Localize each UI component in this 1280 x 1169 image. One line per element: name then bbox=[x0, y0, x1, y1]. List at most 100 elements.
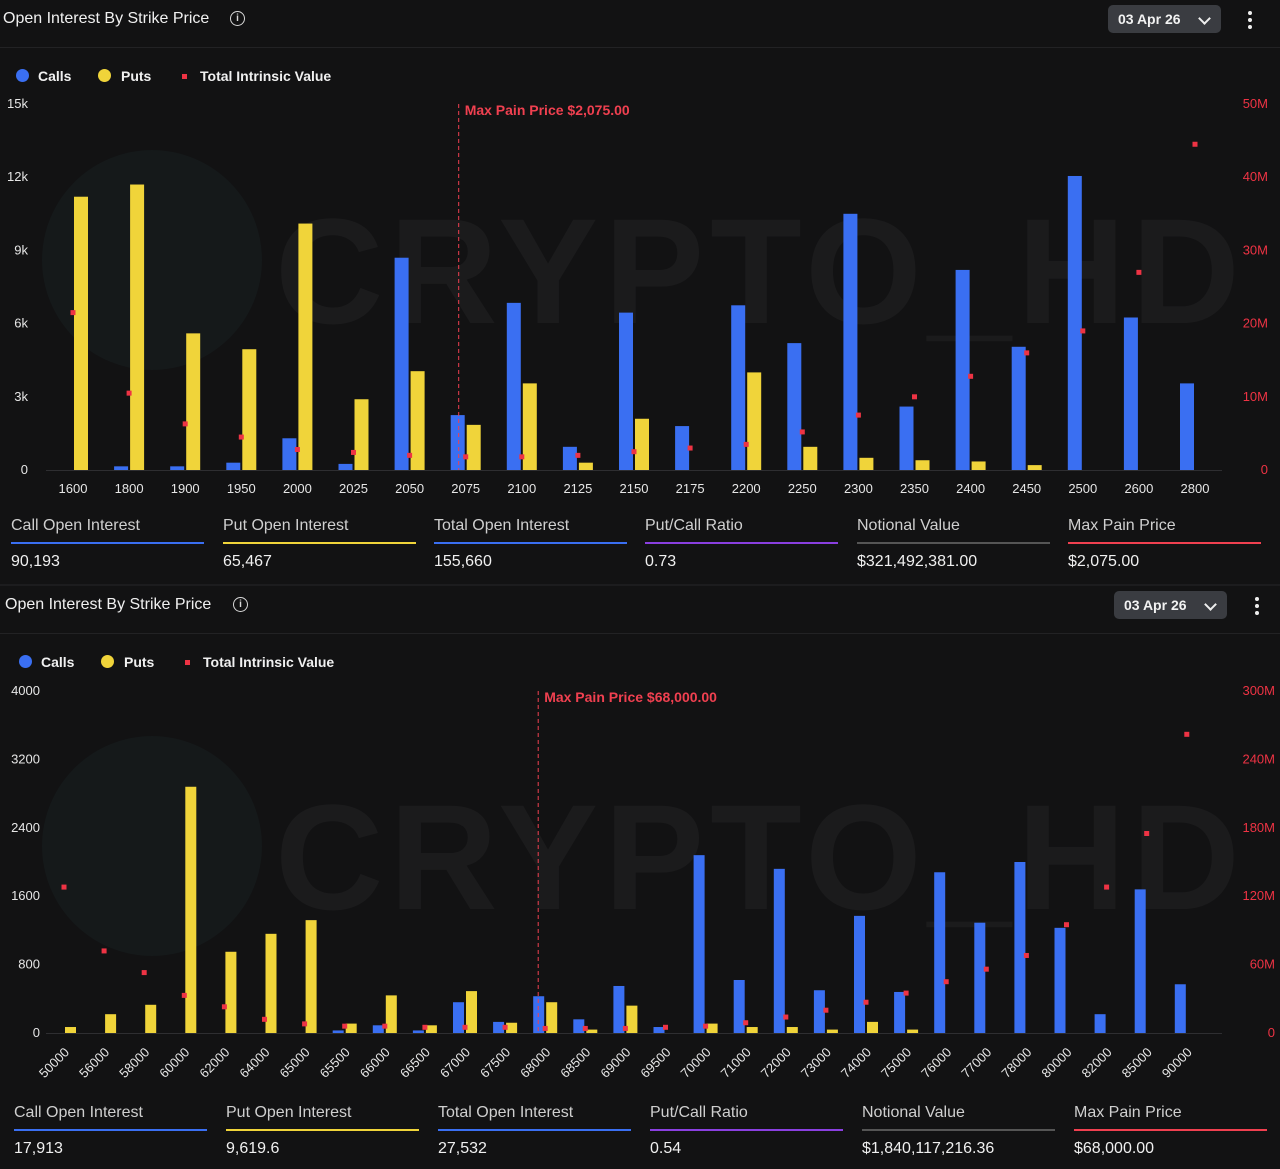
x-tick-label: 1950 bbox=[227, 481, 256, 496]
stat-value: 90,193 bbox=[11, 553, 60, 570]
stat-label: Put/Call Ratio bbox=[645, 517, 743, 534]
date-select[interactable]: 03 Apr 26 bbox=[1108, 5, 1221, 33]
x-tick-label: 65000 bbox=[277, 1045, 313, 1081]
x-tick-label: 2500 bbox=[1068, 481, 1097, 496]
legend-calls-dot bbox=[16, 69, 29, 82]
intrinsic-value-point bbox=[823, 1007, 829, 1013]
stat-value: $2,075.00 bbox=[1068, 553, 1140, 570]
legend-intrinsic-label: Total Intrinsic Value bbox=[203, 654, 335, 670]
intrinsic-value-point bbox=[1136, 269, 1142, 275]
x-tick-label: 74000 bbox=[838, 1045, 874, 1081]
intrinsic-value-point bbox=[783, 1014, 789, 1020]
puts-bar bbox=[466, 991, 477, 1033]
stat-value: 155,660 bbox=[434, 553, 492, 570]
stat-notional-value: Notional Value $321,492,381.00 bbox=[857, 517, 1050, 573]
puts-bar bbox=[105, 1014, 117, 1033]
oi-panel-btc: CRYPTO_HD Open Interest By Strike Price … bbox=[0, 586, 1280, 1169]
puts-bar bbox=[907, 1029, 919, 1033]
oi-panel-eth: CRYPTO_HD Open Interest By Strike Price … bbox=[0, 0, 1280, 584]
intrinsic-value-point bbox=[855, 412, 861, 418]
calls-bar bbox=[493, 1021, 505, 1033]
oi-chart: 0 800 1600 2400 3200 4000 0 60M 120M 180M 240M 300M… bbox=[11, 683, 1275, 1081]
intrinsic-value-point bbox=[126, 390, 132, 396]
puts-bar bbox=[522, 383, 537, 470]
puts-bar bbox=[298, 223, 313, 470]
stat-label: Put/Call Ratio bbox=[650, 1104, 748, 1121]
intrinsic-value-point bbox=[799, 429, 805, 435]
puts-bar bbox=[185, 786, 197, 1033]
puts-bar bbox=[586, 1029, 598, 1033]
intrinsic-value-point bbox=[262, 1016, 267, 1022]
calls-bar bbox=[613, 985, 625, 1033]
x-tick-label: 1900 bbox=[171, 481, 200, 496]
calls-bar bbox=[733, 979, 745, 1033]
calls-bar bbox=[843, 213, 858, 471]
y-right-tick-label: 10M bbox=[1243, 389, 1268, 404]
y-right-tick-label: 240M bbox=[1242, 751, 1275, 766]
stat-label: Max Pain Price bbox=[1068, 517, 1176, 534]
intrinsic-value-point bbox=[1144, 831, 1150, 836]
x-tick-label: 2100 bbox=[507, 481, 536, 496]
intrinsic-value-point bbox=[1192, 141, 1198, 147]
stat-label: Put Open Interest bbox=[226, 1104, 352, 1121]
x-tick-label: 1800 bbox=[115, 481, 144, 496]
stat-label: Max Pain Price bbox=[1074, 1104, 1182, 1121]
puts-bar bbox=[130, 184, 145, 470]
calls-bar bbox=[412, 1030, 424, 1033]
x-tick-label: 2125 bbox=[563, 481, 592, 496]
puts-bar bbox=[626, 1005, 638, 1033]
intrinsic-value-point bbox=[181, 992, 187, 998]
intrinsic-value-point bbox=[663, 1024, 668, 1030]
intrinsic-value-point bbox=[863, 999, 869, 1005]
x-tick-label: 70000 bbox=[678, 1045, 714, 1081]
puts-bar bbox=[971, 461, 986, 470]
calls-bar bbox=[1134, 889, 1146, 1033]
date-select-label: 03 Apr 26 bbox=[1118, 11, 1181, 27]
calls-bar bbox=[1123, 317, 1138, 470]
x-tick-label: 2050 bbox=[395, 481, 424, 496]
more-options-icon[interactable] bbox=[1254, 597, 1260, 617]
y-right-tick-label: 180M bbox=[1242, 820, 1275, 835]
legend-calls-label: Calls bbox=[41, 654, 75, 670]
watermark-logo bbox=[42, 736, 262, 956]
calls-bar bbox=[450, 415, 465, 470]
info-icon[interactable]: i bbox=[233, 597, 248, 612]
puts-bar bbox=[425, 1025, 437, 1033]
stat-total-oi: Total Open Interest 155,660 bbox=[434, 517, 627, 573]
x-tick-label: 69500 bbox=[637, 1045, 673, 1081]
intrinsic-value-point bbox=[101, 948, 107, 954]
legend-puts-label: Puts bbox=[124, 654, 155, 670]
stat-max-pain: Max Pain Price $2,075.00 bbox=[1068, 517, 1261, 573]
calls-bar bbox=[573, 1019, 585, 1033]
intrinsic-value-point bbox=[687, 445, 693, 451]
y-left-tick-label: 6k bbox=[14, 316, 28, 331]
puts-bar bbox=[578, 462, 593, 470]
more-options-icon[interactable] bbox=[1247, 11, 1253, 31]
calls-bar bbox=[899, 406, 914, 470]
x-tick-label: 68000 bbox=[517, 1045, 553, 1081]
puts-bar bbox=[915, 460, 930, 470]
y-left-tick-label: 0 bbox=[21, 462, 28, 477]
calls-bar bbox=[854, 915, 865, 1033]
date-select[interactable]: 03 Apr 26 bbox=[1114, 591, 1227, 619]
info-icon[interactable]: i bbox=[230, 11, 245, 26]
x-tick-label: 2350 bbox=[900, 481, 929, 496]
panel-title: Open Interest By Strike Price bbox=[5, 596, 212, 613]
stat-underline bbox=[226, 1129, 419, 1131]
stat-value: 0.73 bbox=[645, 553, 677, 570]
calls-bar bbox=[1174, 984, 1186, 1033]
intrinsic-value-point bbox=[61, 884, 67, 890]
calls-bar bbox=[934, 872, 946, 1033]
stat-value: 9,619.6 bbox=[226, 1140, 280, 1157]
x-tick-label: 2025 bbox=[339, 481, 368, 496]
y-right-tick-label: 0 bbox=[1268, 1025, 1275, 1040]
x-tick-label: 73000 bbox=[798, 1045, 834, 1081]
y-right-tick-label: 120M bbox=[1242, 888, 1275, 903]
calls-bar bbox=[787, 343, 802, 470]
calls-bar bbox=[693, 855, 705, 1033]
stat-label: Call Open Interest bbox=[14, 1104, 143, 1121]
intrinsic-value-point bbox=[182, 421, 188, 427]
stat-put-call-ratio: Put/Call Ratio 0.73 bbox=[645, 517, 838, 573]
x-tick-label: 72000 bbox=[758, 1045, 794, 1081]
calls-bar bbox=[653, 1027, 665, 1033]
